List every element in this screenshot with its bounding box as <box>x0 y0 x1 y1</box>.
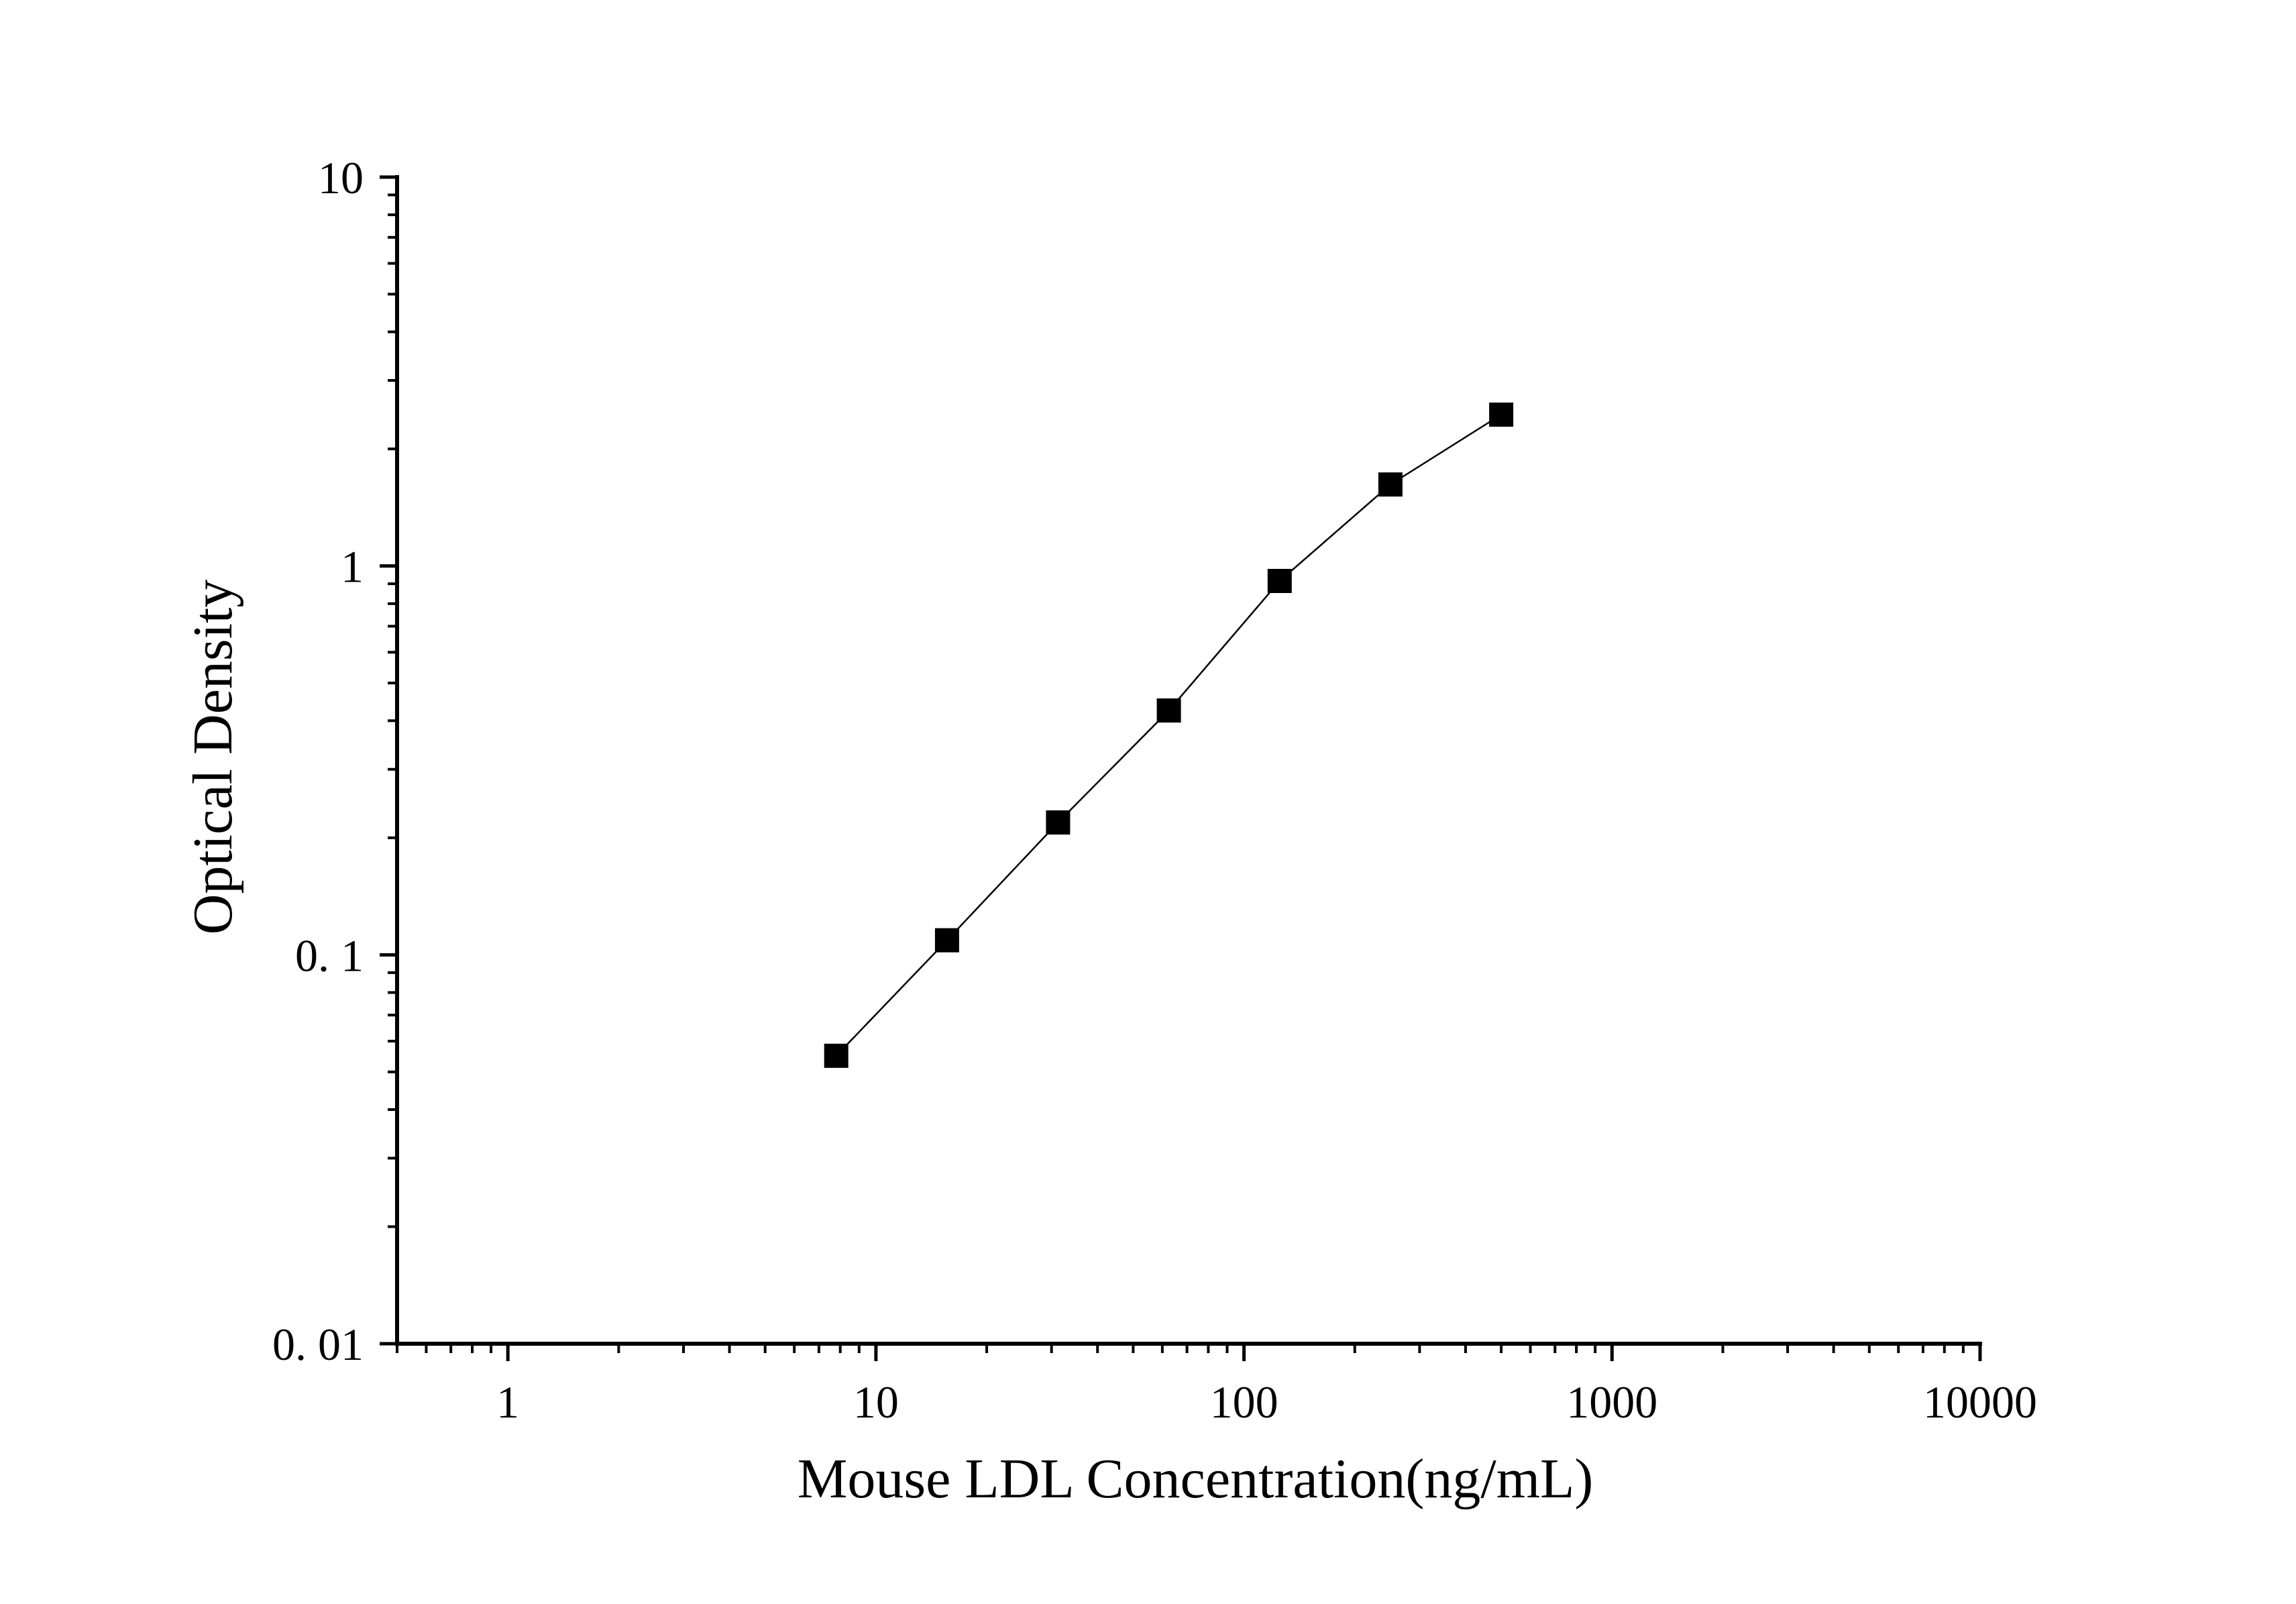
series-line <box>835 414 1502 1057</box>
y-tick-label: 0. 1 <box>295 930 364 981</box>
data-point <box>1046 810 1071 835</box>
y-axis-ticks <box>380 175 397 1346</box>
data-point <box>1489 403 1514 427</box>
y-tick-label: 1 <box>341 541 364 592</box>
y-axis-tick-labels: 0. 01 0. 1 1 10 <box>272 152 364 1370</box>
data-point <box>1156 698 1181 723</box>
x-tick-label: 1000 <box>1566 1377 1657 1428</box>
series <box>824 403 1514 1068</box>
x-axis-ticks <box>396 1344 1982 1361</box>
plot-area: 1 10 100 1000 10000 0. 01 0. 1 1 10 <box>272 152 2037 1428</box>
y-tick-label: 0. 01 <box>272 1319 364 1370</box>
y-tick-label: 10 <box>318 152 364 203</box>
x-tick-label: 100 <box>1210 1377 1278 1428</box>
x-axis-title: Mouse LDL Concentration(ng/mL) <box>798 1448 1594 1510</box>
x-tick-label: 1 <box>496 1377 519 1428</box>
data-point <box>824 1043 849 1068</box>
data-point <box>1378 472 1403 497</box>
y-axis-title: Optical Density <box>182 580 244 935</box>
data-point <box>934 928 959 953</box>
x-tick-label: 10000 <box>1923 1377 2037 1428</box>
x-axis-tick-labels: 1 10 100 1000 10000 <box>496 1377 2037 1428</box>
data-point <box>1267 569 1292 593</box>
x-tick-label: 10 <box>853 1377 899 1428</box>
